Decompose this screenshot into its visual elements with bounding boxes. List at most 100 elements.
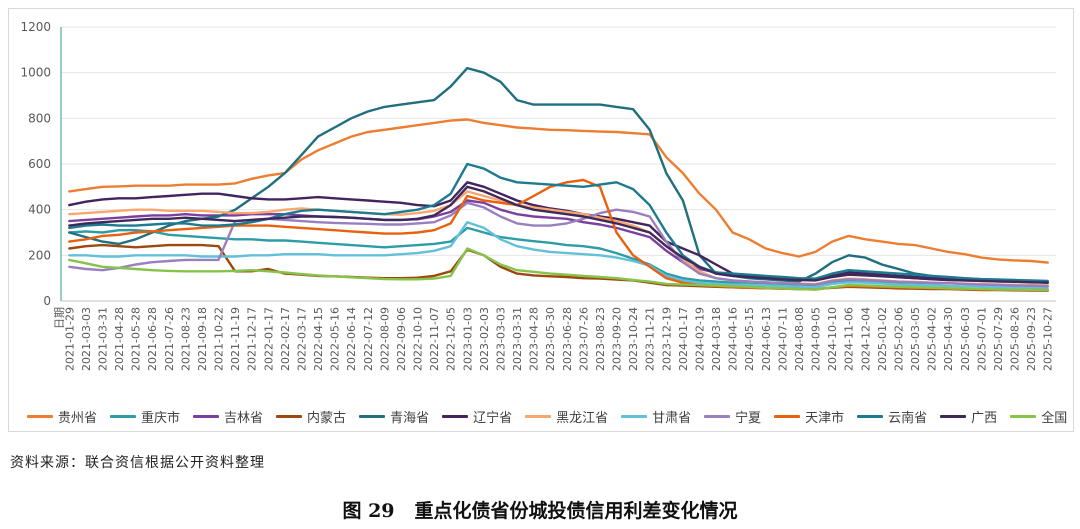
legend-item: 甘肃省 bbox=[621, 407, 691, 426]
legend-label: 贵州省 bbox=[58, 410, 98, 426]
legend-item: 辽宁省 bbox=[442, 407, 512, 426]
chart-legend: 贵州省 重庆市 吉林省 内蒙古 青海省 辽宁省 黑龙江省 甘肃省 宁夏 天津市 云南省 广西 全国 bbox=[27, 403, 1077, 429]
x-tick-label: 2021-05-28 bbox=[130, 307, 143, 371]
x-tick-label: 2023-02-03 bbox=[478, 307, 491, 371]
series-line-5 bbox=[68, 66, 1049, 284]
x-tick-label: 2021-01-29 bbox=[63, 307, 76, 371]
legend-swatch bbox=[1010, 414, 1037, 418]
y-tick-label: 1200 bbox=[20, 20, 51, 34]
legend-item: 内蒙古 bbox=[276, 407, 346, 426]
x-tick-label: 2025-08-26 bbox=[1009, 307, 1022, 371]
x-tick-label: 2023-07-26 bbox=[577, 307, 590, 371]
x-tick-label: 2021-03-03 bbox=[80, 307, 93, 371]
legend-item: 重庆市 bbox=[110, 407, 180, 426]
x-tick-label: 2024-02-19 bbox=[693, 307, 706, 371]
legend-swatch bbox=[525, 414, 552, 418]
figure-label: 图 29 bbox=[342, 500, 395, 522]
chart-frame: 0 200 400 600 800 1000 1200 日期 2021-01-29 2021-03… bbox=[8, 8, 1074, 432]
x-tick-label: 2022-10-10 bbox=[412, 307, 425, 371]
legend-label: 重庆市 bbox=[141, 410, 181, 426]
series-line-1 bbox=[68, 118, 1049, 264]
legend-label: 吉林省 bbox=[224, 410, 264, 426]
x-tick-label: 2024-10-10 bbox=[826, 307, 839, 371]
x-tick-label: 2021-04-28 bbox=[113, 307, 126, 371]
x-tick-label: 2024-08-08 bbox=[793, 307, 806, 371]
x-tick-label: 2024-09-05 bbox=[810, 307, 823, 371]
source-note: 资料来源：联合资信根据公开资料整理 bbox=[10, 455, 265, 471]
x-tick-label: 2021-07-26 bbox=[163, 307, 176, 371]
x-tick-label: 2021-06-28 bbox=[146, 307, 159, 371]
legend-swatch bbox=[857, 414, 884, 418]
series-line-13 bbox=[68, 247, 1049, 292]
x-tick-label: 2022-09-06 bbox=[395, 307, 408, 371]
x-tick-label: 2022-02-17 bbox=[279, 307, 292, 371]
x-tick-label: 2023-12-19 bbox=[660, 307, 673, 371]
legend-label: 全国 bbox=[1041, 410, 1068, 426]
x-tick-label: 2025-10-27 bbox=[1042, 307, 1055, 371]
series-line-6 bbox=[68, 181, 1049, 284]
legend-swatch bbox=[940, 414, 967, 418]
series-line-8 bbox=[68, 220, 1049, 290]
y-tick-label: 600 bbox=[28, 157, 51, 171]
x-tick-label: 2024-05-15 bbox=[743, 307, 756, 371]
x-tick-label: 2024-06-13 bbox=[760, 307, 773, 371]
legend-item: 云南省 bbox=[857, 407, 927, 426]
legend-swatch bbox=[442, 414, 469, 418]
x-tick-label: 2025-09-23 bbox=[1025, 307, 1038, 371]
legend-label: 甘肃省 bbox=[652, 410, 692, 426]
legend-item: 贵州省 bbox=[27, 407, 97, 426]
x-tick-label: 2025-07-29 bbox=[992, 307, 1005, 371]
series-line-11 bbox=[68, 162, 1049, 283]
x-tick-label: 2025-07-01 bbox=[975, 307, 988, 371]
y-tick-label: 200 bbox=[28, 248, 51, 262]
x-tick-label: 2023-01-03 bbox=[461, 307, 474, 371]
figure-title: 重点化债省份城投债信用利差变化情况 bbox=[414, 500, 738, 522]
x-tick-label: 2021-08-23 bbox=[179, 307, 192, 371]
legend-item: 广西 bbox=[940, 407, 997, 426]
x-tick-label: 2021-09-18 bbox=[196, 307, 209, 371]
series-line-9 bbox=[68, 201, 1049, 288]
x-tick-label: 日期 bbox=[53, 307, 66, 329]
x-tick-label: 2023-03-03 bbox=[494, 307, 507, 371]
x-tick-label: 2024-12-04 bbox=[859, 307, 872, 371]
legend-item: 宁夏 bbox=[704, 407, 761, 426]
legend-label: 天津市 bbox=[805, 410, 845, 426]
x-tick-label: 2023-11-21 bbox=[644, 307, 657, 371]
x-tick-label: 2023-06-28 bbox=[561, 307, 574, 371]
legend-swatch bbox=[359, 414, 386, 418]
legend-swatch bbox=[276, 414, 303, 418]
x-tick-label: 2025-01-02 bbox=[876, 307, 889, 371]
y-tick-label: 400 bbox=[28, 203, 51, 217]
legend-swatch bbox=[27, 414, 53, 418]
legend-swatch bbox=[110, 414, 137, 418]
x-tick-label: 2023-03-31 bbox=[511, 307, 524, 371]
x-tick-label: 2023-09-20 bbox=[611, 307, 624, 371]
legend-label: 辽宁省 bbox=[473, 410, 513, 426]
legend-label: 广西 bbox=[971, 410, 998, 426]
x-tick-label: 2022-11-07 bbox=[428, 307, 441, 371]
legend-item: 吉林省 bbox=[193, 407, 263, 426]
legend-item: 青海省 bbox=[359, 407, 429, 426]
legend-item: 黑龙江省 bbox=[525, 407, 608, 426]
legend-label: 青海省 bbox=[390, 410, 430, 426]
x-tick-label: 2025-02-06 bbox=[892, 307, 905, 371]
x-tick-label: 2023-08-23 bbox=[594, 307, 607, 371]
x-tick-label: 2022-04-15 bbox=[312, 307, 325, 371]
x-tick-label: 2023-04-28 bbox=[528, 307, 541, 371]
legend-item: 全国 bbox=[1010, 407, 1067, 426]
x-tick-label: 2022-12-05 bbox=[445, 307, 458, 371]
x-tick-label: 2021-03-31 bbox=[96, 307, 109, 371]
x-tick-label: 2022-05-16 bbox=[329, 307, 342, 371]
x-tick-label: 2021-12-17 bbox=[246, 307, 259, 371]
y-tick-label: 800 bbox=[28, 111, 51, 125]
x-tick-label: 2025-04-02 bbox=[926, 307, 939, 371]
x-tick-label: 2024-11-06 bbox=[843, 307, 856, 371]
x-tick-label: 2021-11-19 bbox=[229, 307, 242, 371]
x-tick-label: 2022-07-12 bbox=[362, 307, 375, 371]
x-tick-label: 2024-03-18 bbox=[710, 307, 723, 371]
figure-caption: 图 29 重点化债省份城投债信用利差变化情况 bbox=[0, 496, 1080, 523]
x-tick-label: 2021-10-22 bbox=[213, 307, 226, 371]
legend-swatch bbox=[621, 414, 648, 418]
x-tick-label: 2025-06-03 bbox=[959, 307, 972, 371]
